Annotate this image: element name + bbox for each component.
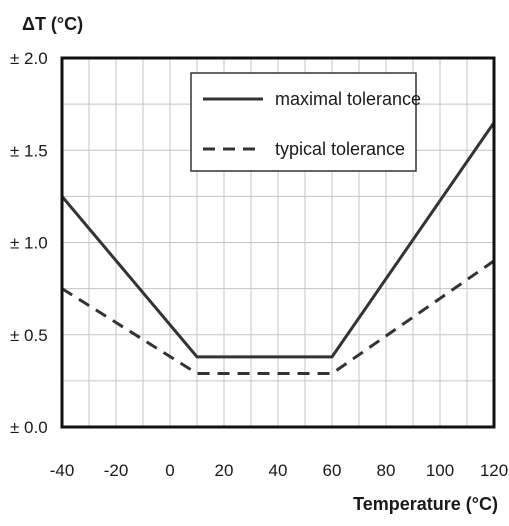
x-tick-label: 120 [480,461,508,480]
legend-label-maximal: maximal tolerance [275,89,421,109]
y-tick-label: ± 1.5 [10,141,48,160]
y-tick-label: ± 0.5 [10,326,48,345]
tick-labels: -40 -20 0 20 40 60 80 100 120 ± 0.0 ± 0.5 ± 1.0 ± 1.… [10,49,508,480]
legend-box [190,72,417,172]
legend-label-typical: typical tolerance [275,139,405,159]
x-tick-label: -40 [50,461,75,480]
legend: maximal tolerance typical tolerance [190,72,421,172]
x-tick-label: 100 [426,461,454,480]
x-tick-label: 80 [377,461,396,480]
plot-frame [60,56,496,429]
series-line-maximal-tolerance [60,121,496,359]
x-axis-title: Temperature (°C) [353,494,498,514]
x-tick-label: 60 [323,461,342,480]
y-tick-label: ± 0.0 [10,418,48,437]
x-tick-label: 40 [269,461,288,480]
x-tick-label: 20 [215,461,234,480]
x-tick-label: -20 [104,461,129,480]
y-tick-label: ± 2.0 [10,49,48,68]
y-axis-title: ΔT (°C) [22,14,83,34]
y-tick-label: ± 1.0 [10,234,48,253]
series-layer [60,121,496,375]
x-tick-label: 0 [165,461,174,480]
series-line-typical-tolerance [61,259,495,375]
